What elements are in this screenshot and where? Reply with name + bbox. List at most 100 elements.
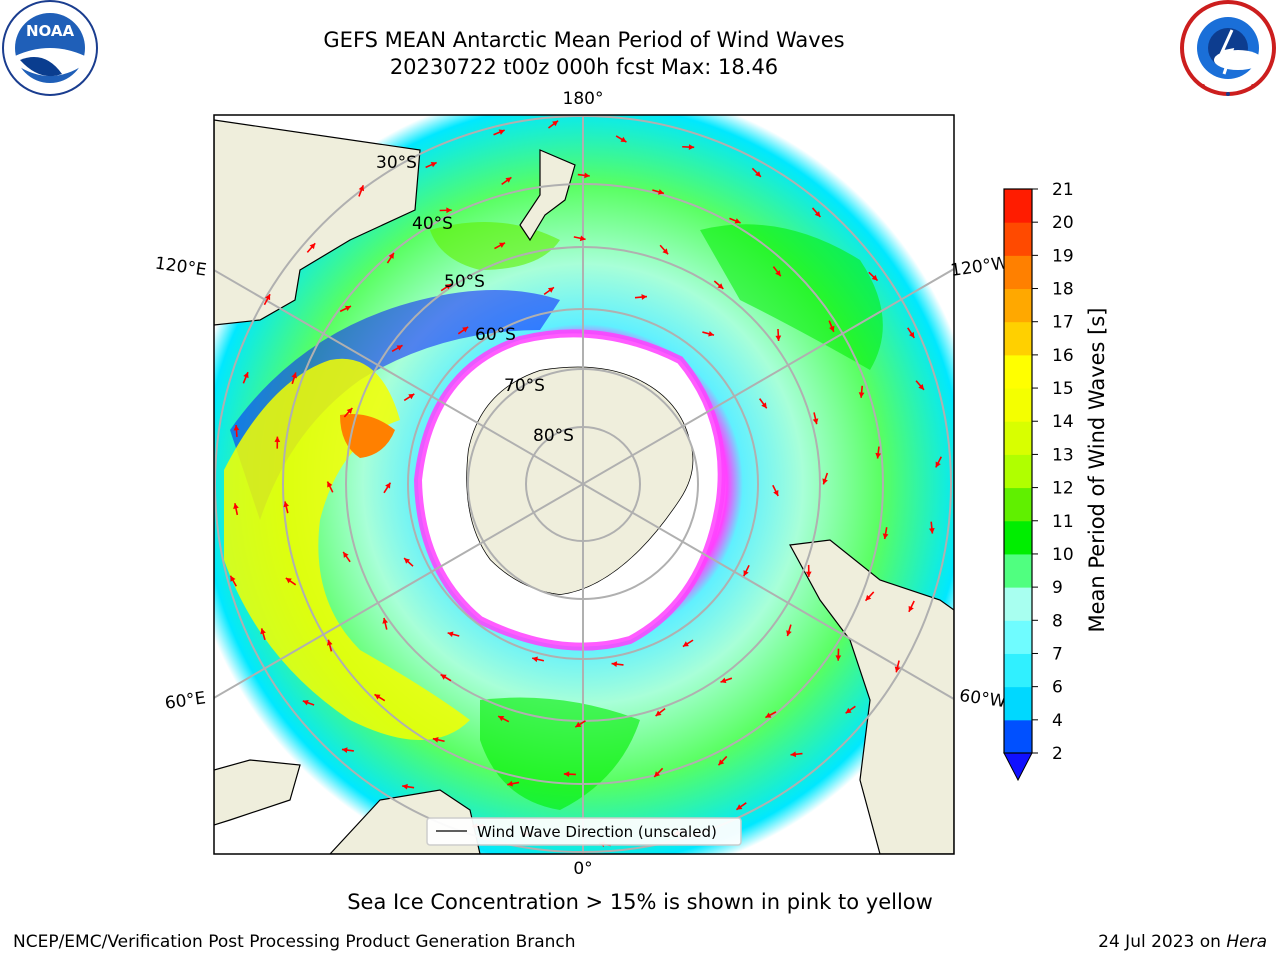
wave-arrow-head [230,575,236,582]
footer-host: Hera [1226,932,1267,952]
wave-arrow-head [402,783,408,790]
colorbar-segment [1004,520,1032,555]
wave-arrow-head [720,677,727,684]
wave-arrow-head [430,162,437,168]
wave-arrow-head [447,631,454,638]
noaa-logo: NOAA [2,0,98,96]
colorbar-segment [1004,653,1032,688]
wave-arrow-head [894,666,901,673]
wave-arrow-head [871,274,878,281]
lat-label-40s: 40°S [412,214,453,234]
colorbar-tick-label: 18 [1052,280,1074,300]
wave-arrow-head [654,771,660,777]
colorbar-tick-label: 13 [1052,445,1074,465]
wave-arrow-head [775,270,781,277]
wave-arrow-head [835,655,842,661]
wave-arrow-head [775,335,782,341]
wave-arrow-head [302,699,309,706]
colorbar-segment [1004,288,1032,323]
wave-arrow-head [498,716,505,722]
wave-arrow-head [547,287,554,293]
lon-label-180: 180° [563,89,604,109]
wave-arrow-head [358,185,365,192]
colorbar-tick-label: 10 [1052,545,1074,565]
lon-label-60w: 60°W [958,686,1007,712]
wave-arrow-head [865,594,872,601]
lon-label-120w: 120°W [949,253,1009,281]
lat-label-50s: 50°S [444,272,485,292]
wave-arrow-head [908,605,914,612]
wave-arrow-head [929,528,935,534]
colorbar-tick-label: 19 [1052,246,1074,266]
wave-arrow-head [734,218,741,224]
lat-label-80s: 80°S [533,426,574,446]
wave-arrow-head [845,707,852,714]
colorbar-tick-label: 17 [1052,313,1074,333]
noaa-logo-text: NOAA [26,22,75,40]
wave-arrow-head [432,737,439,743]
colorbar-segment [1004,719,1032,754]
legend-label: Wind Wave Direction (unscaled) [477,823,717,841]
wave-arrow-head [563,771,570,778]
wave-arrow-head [344,305,351,311]
chart-title: GEFS MEAN Antarctic Mean Period of Wind … [323,28,845,52]
wave-arrow-head [718,759,725,766]
wave-arrow-head [396,345,403,351]
wave-arrow-head [786,630,792,637]
colorbar-segment [1004,454,1032,489]
wave-arrow-head [918,383,924,390]
lat-label-30s: 30°S [376,153,417,173]
wave-arrow-head [858,392,865,398]
colorbar-tick-label: 14 [1052,412,1074,432]
chart-subtitle: 20230722 t00z 000h fcst Max: 18.46 [389,55,779,79]
south-america-land [789,539,954,854]
footer-credit: NCEP/EMC/Verification Post Processing Pr… [13,932,576,952]
colorbar-tick-label: 9 [1052,578,1063,598]
madagascar-land [214,759,301,826]
wave-arrow-head [532,656,538,663]
map-plot-area: Wind Wave Direction (unscaled) [214,115,954,854]
colorbar-tick-label: 11 [1052,512,1074,532]
wave-arrow-head [908,331,915,338]
wave-arrow-head [445,284,452,290]
wave-arrow-head [688,144,695,150]
colorbar-tick-label: 4 [1052,711,1063,731]
colorbar-tick-label: 15 [1052,379,1074,399]
wave-arrow-head [655,710,662,716]
colorbar-extend [1003,752,1033,782]
new-zealand-land [519,149,576,242]
wave-arrow-head [265,294,271,301]
colorbar-tick-label: 16 [1052,346,1074,366]
wave-arrow-head [584,172,590,179]
wave-arrow-head [343,551,349,558]
colorbar-tick-label: 20 [1052,213,1074,233]
wave-arrow-head [805,571,812,577]
colorbar-segment [1004,620,1032,654]
wave-arrow-head [812,418,819,425]
colorbar-tick-label: 2 [1052,744,1063,764]
wave-arrow-head [505,177,512,183]
wave-arrow-head [446,207,452,214]
australia-land [214,119,421,326]
graticule [214,115,954,854]
wave-arrow-head [285,578,292,584]
colorbar-segment [1004,421,1032,455]
wave-arrow-head [658,189,664,195]
nws-logo [1180,0,1276,96]
wave-arrow-head [575,721,582,728]
wave-arrow-head [761,402,767,409]
wave-arrow-head [736,804,743,810]
wave-arrow-head [662,248,669,255]
wave-arrow-head [346,407,353,414]
colorbar-tick-label: 6 [1052,678,1063,698]
colorbar-segment [1004,255,1032,290]
colorbar: 2 4 6 7 8 9 10 11 12 13 14 15 16 17 18 19 20 21 [1003,180,1074,782]
wave-arrow-head [326,639,333,646]
wave-arrow-head [382,617,388,624]
wave-arrow-head [233,425,240,431]
colorbar-label: Mean Period of Wind Waves [s] [1085,308,1109,633]
wave-arrow-head [708,330,715,337]
colorbar-tick-label: 8 [1052,611,1063,631]
wave-arrow-head [829,325,835,332]
wave-arrow-head [717,283,724,289]
